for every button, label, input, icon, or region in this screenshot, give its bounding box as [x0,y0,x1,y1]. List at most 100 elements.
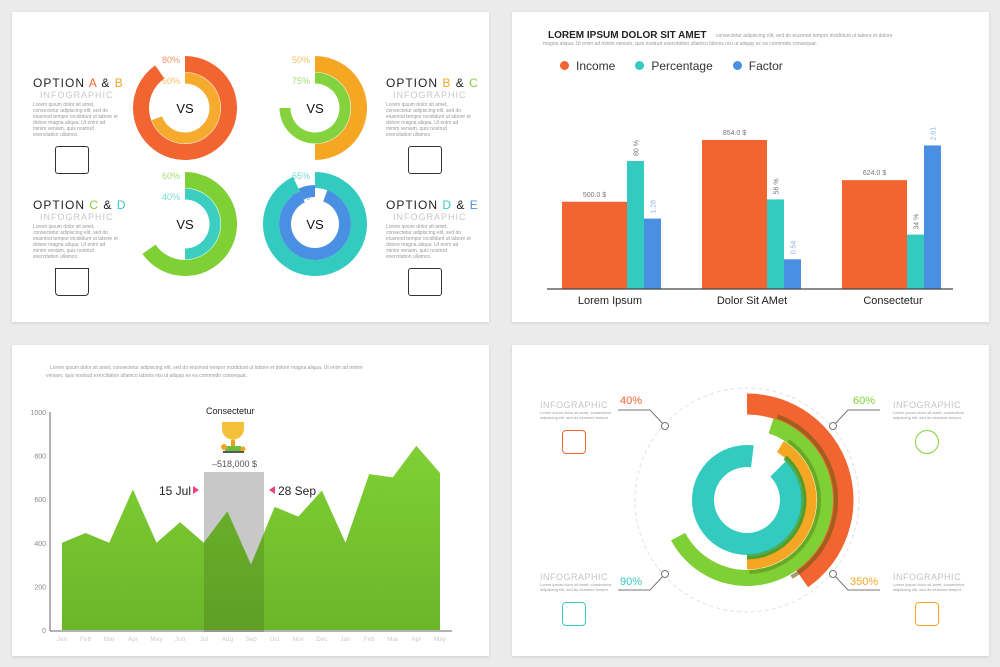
legend-item: Percentage [635,59,713,73]
atom-icon [408,146,442,174]
podium-icon [915,602,939,626]
option-description: Lorem ipsum dolor sit amet, consectetur … [386,102,471,138]
inner-percent: 40% [162,192,180,202]
legend-label: Percentage [651,59,713,73]
radial-item-percent: 350% [850,576,879,588]
outer-percent: 60% [162,171,180,181]
leader-line [618,573,666,591]
leader-line [832,573,880,591]
legend-dot [635,61,645,70]
arrow-right-icon [193,486,199,494]
bar-chart-desc-2: magna aliqua. Ut enim ad minim veniam, q… [543,41,818,47]
ampersand: & [103,198,113,212]
ampersand: & [455,76,465,90]
x-tick-label: Sep [245,636,257,643]
dashed-guide-circle [634,387,860,613]
option-letter-a: B [442,76,452,90]
radial-item-percent: 40% [620,395,643,407]
option-letter-b: C [469,76,479,90]
option-word: OPTION [33,76,86,90]
y-tick-label: 800 [34,454,46,461]
option-letter-a: C [89,198,100,212]
legend-item: Income [560,59,615,73]
option-description: Lorem ipsum dolor sit amet, consectetur … [33,102,118,138]
radial-item-desc: Lorem ipsum dolor sit amet, consectetur … [540,582,612,592]
option-block: OPTION C & D INFOGRAPHIC Lorem ipsum dol… [33,198,125,296]
inner-percent: 75% [292,76,310,86]
bar-percentage [767,199,784,289]
option-word: OPTION [386,76,439,90]
bar-income [562,201,627,289]
y-tick-label: 600 [34,497,46,504]
legend-label: Factor [748,59,783,73]
outer-percent: 65% [292,171,310,181]
x-tick-label: Dec [316,636,328,643]
legend-dot [732,61,742,70]
option-title: OPTION D & E [386,198,478,212]
x-tick-label: Apr [411,636,422,643]
outer-ring [142,172,238,276]
leader-dot [661,570,669,578]
highlight-title: Consectetur [206,406,255,416]
radial-item-label: INFOGRAPHIC [540,400,609,410]
category-label: Lorem Ipsum [578,295,642,307]
y-tick-label: 0 [42,628,46,635]
bar-factor [784,259,801,289]
trophy-icon [221,422,246,453]
start-date-label: 15 Jul [159,484,192,498]
radial-item: INFOGRAPHIC Lorem ipsum dolor sit amet, … [540,400,615,454]
x-tick-label: Mar [104,636,116,643]
option-subtitle: INFOGRAPHIC [40,212,114,222]
x-tick-label: May [434,636,447,643]
option-subtitle: INFOGRAPHIC [393,212,467,222]
leader-dot [829,422,837,430]
legend-item: Factor [732,59,783,73]
category-label: Dolor Sit AMet [717,295,787,307]
bar-factor [924,145,941,289]
bar-chart-desc-1: consectetur adipiscing elit, sed do eius… [716,33,893,39]
inner-ring [279,72,351,144]
legend-dot [560,61,569,70]
outer-percent: 80% [162,55,180,65]
vs-label: VS [176,101,194,116]
ampersand: & [456,198,466,212]
ring-shadow [776,414,839,579]
bar-income [842,180,907,289]
bar-percentage [627,161,644,289]
y-tick-label: 400 [34,541,46,548]
radial-item-percent: 90% [620,576,643,588]
radial-item-desc: Lorem ipsum dolor sit amet, consectetur … [893,410,965,420]
option-letter-b: B [114,76,124,90]
area-desc-1: Lorem ipsum dolor sit amet, consectetur … [50,365,363,371]
chart-legend: Income Percentage Factor [560,59,783,73]
inner-ring [298,185,315,200]
bar-factor [644,218,661,289]
x-tick-label: Feb [364,636,376,643]
radial-item-desc: Lorem ipsum dolor sit amet, consectetur … [540,410,612,420]
bar-value-label: 500.0 $ [583,192,606,199]
radial-item-percent: 60% [853,395,876,407]
radial-item-label: INFOGRAPHIC [540,572,609,582]
highlight-overlay [204,472,264,632]
vs-label: VS [176,217,194,232]
inner-ring [279,190,352,260]
inner-ring [185,188,221,260]
option-block: OPTION B & C INFOGRAPHIC Lorem ipsum dol… [386,76,478,174]
end-date-label: 28 Sep [278,484,317,498]
option-title: OPTION A & B [33,76,123,90]
leader-line [618,409,666,427]
bar-value-label: 0.54 [791,241,798,255]
option-description: Lorem ipsum dolor sit amet, consectetur … [386,224,471,260]
bar-value-label: 1.28 [651,200,658,214]
brain-icon [408,268,442,296]
x-tick-label: Apr [128,636,139,643]
x-tick-label: Aug [222,636,234,643]
ampersand: & [101,76,111,90]
flask-icon [55,268,89,296]
bar-chart-title: LOREM IPSUM DOLOR SIT AMET [548,30,707,41]
radial-item-desc: Lorem ipsum dolor sit amet, consectetur … [893,582,965,592]
bar-value-label: 80 % [634,140,641,156]
outer-percent: 50% [292,55,310,65]
inner-percent: 90% [292,192,310,202]
x-tick-label: Jun [175,636,186,643]
